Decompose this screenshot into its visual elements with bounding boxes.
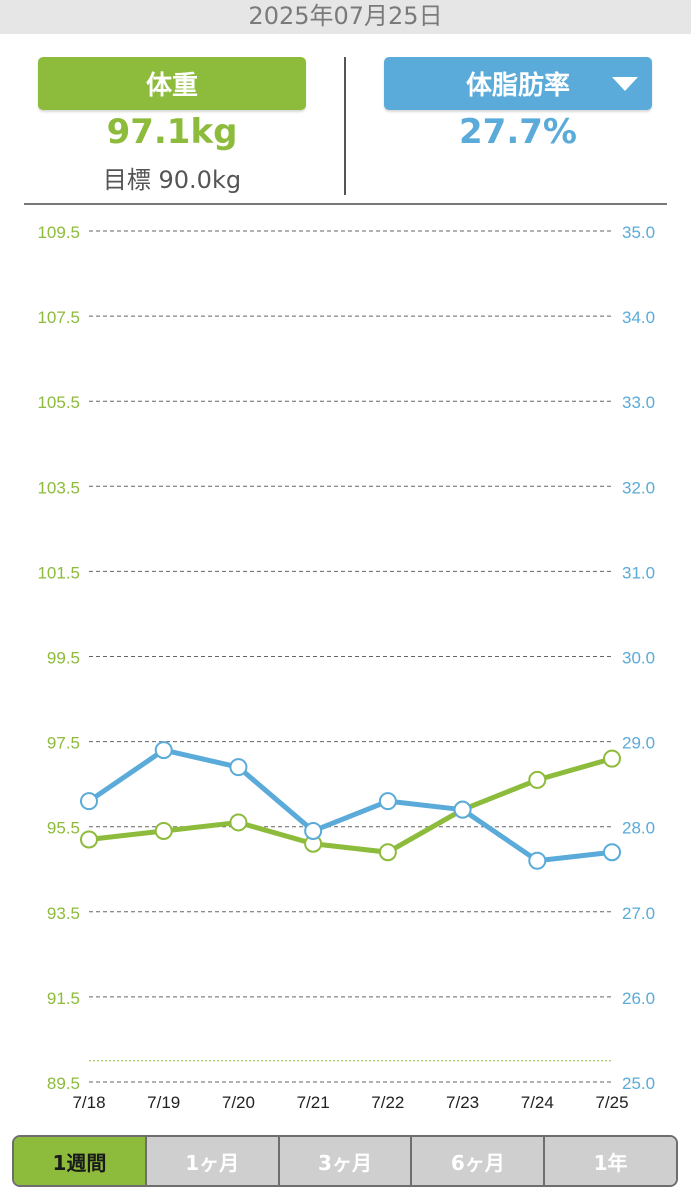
y-right-tick-label: 30.0 [622,649,655,668]
y-left-tick-label: 109.5 [37,223,80,242]
weight-series-line [88,756,613,855]
y-left-tick-label: 99.5 [47,649,80,668]
y-right-tick-label: 26.0 [622,989,655,1008]
y-right-tick-label: 25.0 [622,1074,655,1093]
x-tick-label: 7/24 [521,1093,554,1112]
weight-point [603,749,621,768]
body-fat-point [229,758,248,777]
x-tick-label: 7/22 [371,1093,404,1112]
tab-1-month[interactable]: 1ヶ月 [146,1137,280,1185]
weight-point [378,843,397,862]
date-header: 2025年07月25日 [0,0,691,34]
y-right-tick-label: 28.0 [622,819,655,838]
y-left-tick-label: 101.5 [37,563,80,582]
x-tick-label: 7/19 [147,1093,180,1112]
y-right-tick-label: 35.0 [622,223,655,242]
weight-point [528,770,547,789]
header-divider [344,57,346,195]
y-left-tick-label: 103.5 [37,478,80,497]
chart-top-divider [24,203,667,205]
body-fat-point [378,792,397,811]
y-left-tick-label: 93.5 [47,904,80,923]
body-fat-series-line [87,747,613,864]
y-left-tick-label: 97.5 [47,734,80,753]
body-fat-point [154,741,173,760]
tab-1-year[interactable]: 1年 [545,1137,676,1185]
y-left-tick-label: 107.5 [37,308,80,327]
x-tick-label: 7/21 [297,1093,330,1112]
body-fat-value: 27.7% [459,112,577,152]
body-fat-dropdown[interactable]: 体脂肪率 [384,57,652,110]
weight-bodyfat-chart: 109.5 35.0 107.5 34.0 105.5 33.0 103.5 32.0 101.… [37,223,655,1112]
y-right-tick-label: 27.0 [622,904,655,923]
body-fat-point [528,851,547,870]
x-tick-label: 7/20 [222,1093,255,1112]
weight-button[interactable]: 体重 [38,57,306,110]
body-fat-point [80,792,98,811]
x-tick-label: 7/25 [595,1093,628,1112]
goal-weight: 目標 90.0kg [102,166,242,194]
weight-value: 97.1kg [106,112,238,152]
y-left-tick-label: 95.5 [47,819,80,838]
body-fat-point [453,800,472,819]
y-right-tick-label: 34.0 [622,308,655,327]
body-fat-button-label: 体脂肪率 [465,71,570,101]
tab-1-week[interactable]: 1週間 [14,1137,147,1185]
period-tabs: 1週間 1ヶ月 3ヶ月 6ヶ月 1年 [12,1135,678,1187]
tab-6-months[interactable]: 6ヶ月 [412,1137,546,1185]
dropdown-arrow-icon [612,77,638,91]
y-right-tick-label: 31.0 [622,563,655,582]
x-tick-label: 7/18 [72,1093,105,1112]
y-right-tick-label: 29.0 [622,734,655,753]
y-right-tick-label: 32.0 [622,478,655,497]
y-right-tick-label: 33.0 [622,393,655,412]
y-left-tick-label: 91.5 [47,989,80,1008]
weight-point [80,830,98,849]
body-fat-point [304,821,323,840]
weight-button-label: 体重 [145,71,198,101]
weight-point [154,821,173,840]
weight-point [229,813,248,832]
y-left-tick-label: 105.5 [37,393,80,412]
tab-3-months[interactable]: 3ヶ月 [279,1137,413,1185]
x-tick-label: 7/23 [446,1093,479,1112]
y-left-tick-label: 89.5 [47,1074,80,1093]
body-fat-point [603,843,621,862]
